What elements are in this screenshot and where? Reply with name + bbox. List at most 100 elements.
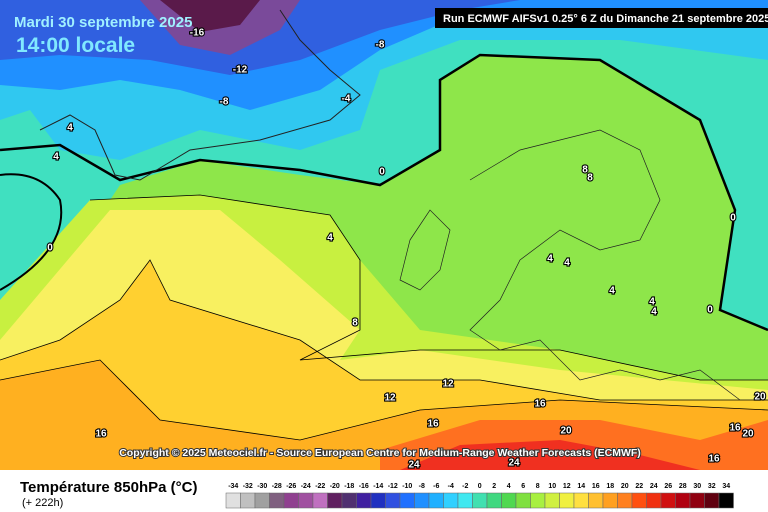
legend-swatch [501, 492, 517, 509]
run-bar [435, 8, 768, 28]
legend-label: 0 [478, 483, 482, 490]
contour [89, 194, 768, 381]
legend-swatch [254, 492, 270, 509]
legend-swatch [269, 492, 285, 509]
legend-label: 26 [664, 483, 672, 490]
legend-swatch [704, 492, 720, 509]
run-info: Run ECMWF AIFSv1 0.25° 6 Z du Dimanche 2… [443, 13, 768, 25]
legend-label: 2 [492, 483, 496, 490]
contour-label: -12 [233, 65, 248, 76]
legend-swatch [341, 492, 357, 509]
contour-label: 20 [560, 426, 572, 437]
contour-label: 4 [651, 307, 657, 318]
legend-swatch [385, 492, 401, 509]
contour [0, 359, 768, 441]
legend-label: -20 [330, 483, 340, 490]
contour-label: 16 [708, 454, 720, 465]
legend-swatch [718, 492, 734, 509]
zone [400, 440, 700, 470]
footer-lead: (+ 222h) [22, 497, 63, 509]
legend-swatch [588, 492, 604, 509]
legend-swatch [631, 492, 647, 509]
legend-swatch [399, 492, 415, 509]
contour-label: 4 [547, 254, 553, 265]
contour-label: -8 [376, 40, 385, 51]
contour-label: 4 [53, 152, 59, 163]
legend-label: 22 [635, 483, 643, 490]
legend-label: -14 [373, 483, 383, 490]
legend-swatch [675, 492, 691, 509]
legend-swatch [240, 492, 256, 509]
contour-label: 0 [707, 305, 713, 316]
contour-label: 20 [754, 392, 766, 403]
contour-label: 4 [609, 286, 615, 297]
legend-label: 24 [650, 483, 658, 490]
contour-label: -4 [342, 94, 351, 105]
copyright: Copyright © 2025 Meteociel.fr - Source E… [119, 447, 641, 459]
contour-label: 0 [730, 213, 736, 224]
legend-swatch [298, 492, 314, 509]
contour-label: 24 [408, 460, 420, 471]
contour-label: 4 [649, 297, 655, 308]
legend-swatch [312, 492, 328, 509]
legend-label: -6 [433, 483, 439, 490]
contour-label: -8 [220, 97, 229, 108]
legend-label: -32 [243, 483, 253, 490]
legend-label: -18 [344, 483, 354, 490]
legend-swatch [225, 492, 241, 509]
legend-label: 34 [722, 483, 730, 490]
contour-label: 4 [564, 258, 570, 269]
legend-label: -12 [388, 483, 398, 490]
legend-label: 32 [708, 483, 716, 490]
contour-label: 12 [442, 379, 454, 390]
contour-label: 24 [508, 458, 520, 469]
legend-label: 12 [563, 483, 571, 490]
legend-label: -28 [272, 483, 282, 490]
legend-swatch [472, 492, 488, 509]
legend-label: 10 [548, 483, 556, 490]
coastline [39, 9, 361, 181]
legend-swatch [327, 492, 343, 509]
contour-label: 8 [352, 318, 358, 329]
contour-label: 4 [67, 123, 73, 134]
legend-label: -16 [359, 483, 369, 490]
legend-label: -24 [301, 483, 311, 490]
legend-label: 6 [521, 483, 525, 490]
contour-label: 20 [742, 429, 754, 440]
contour-label: 16 [729, 423, 741, 434]
contour-label: 16 [427, 419, 439, 430]
legend-label: -8 [419, 483, 425, 490]
legend-label: -34 [228, 483, 238, 490]
legend-label: 4 [507, 483, 511, 490]
contour-label: -16 [190, 28, 205, 39]
contour-label: 8 [587, 173, 593, 184]
legend-swatch [356, 492, 372, 509]
legend-label: 14 [577, 483, 585, 490]
contour-label: 16 [534, 399, 546, 410]
legend-label: 18 [606, 483, 614, 490]
legend-swatch [617, 492, 633, 509]
legend-label: 30 [693, 483, 701, 490]
legend-label: -22 [315, 483, 325, 490]
legend-label: 28 [679, 483, 687, 490]
coastline [399, 129, 741, 401]
contour-label: 8 [582, 165, 588, 176]
zero-contour [0, 53, 768, 332]
legend-swatch [414, 492, 430, 509]
contour-label: 0 [379, 167, 385, 178]
legend-swatch [689, 492, 705, 509]
legend-label: -2 [462, 483, 468, 490]
contour [0, 259, 768, 401]
legend-swatch [646, 492, 662, 509]
legend-label: -10 [402, 483, 412, 490]
legend-swatch [544, 492, 560, 509]
legend-label: 8 [536, 483, 540, 490]
contour-label: 0 [47, 243, 53, 254]
legend-swatch [660, 492, 676, 509]
legend-swatch [283, 492, 299, 509]
legend-swatch [370, 492, 386, 509]
legend: -34 -32 -30 -28 -26 -24 -22 -20 -18 -16 -14 -12 -10-… [225, 483, 734, 509]
legend-swatch [486, 492, 502, 509]
contour-label: 16 [95, 429, 107, 440]
